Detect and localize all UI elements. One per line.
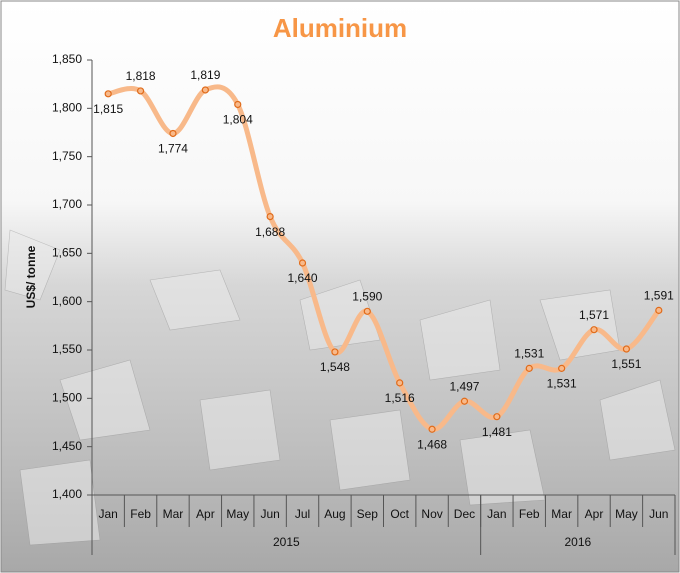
x-tick-label: Jun xyxy=(649,507,668,521)
data-label: 1,590 xyxy=(352,290,382,304)
x-tick-label: Dec xyxy=(454,507,475,521)
y-axis-label: US$/ tonne xyxy=(24,245,38,308)
x-tick-label: May xyxy=(615,507,638,521)
data-label: 1,551 xyxy=(611,357,641,371)
y-tick-label: 1,400 xyxy=(52,487,82,501)
y-tick-label: 1,600 xyxy=(52,294,82,308)
data-point xyxy=(331,348,339,356)
data-point xyxy=(622,345,631,353)
x-tick-label: Apr xyxy=(585,507,604,521)
y-tick-label: 1,800 xyxy=(52,101,82,115)
group-label: 2015 xyxy=(273,535,300,549)
data-label: 1,688 xyxy=(255,225,285,239)
data-label: 1,815 xyxy=(93,102,123,116)
x-tick-label: Mar xyxy=(551,507,572,521)
data-point xyxy=(493,413,501,421)
y-tick-label: 1,850 xyxy=(52,52,82,66)
data-point xyxy=(266,213,274,221)
group-label: 2016 xyxy=(564,535,591,549)
data-label: 1,548 xyxy=(320,360,350,374)
data-label: 1,516 xyxy=(385,391,415,405)
x-tick-label: May xyxy=(226,507,249,521)
data-label: 1,819 xyxy=(190,68,220,82)
data-label: 1,497 xyxy=(449,379,479,393)
data-point xyxy=(396,379,404,387)
data-point xyxy=(655,306,663,314)
x-tick-label: Feb xyxy=(519,507,540,521)
data-point xyxy=(525,364,533,372)
scrap-texture xyxy=(4,229,676,546)
x-tick-label: Jun xyxy=(260,507,279,521)
data-label: 1,774 xyxy=(158,142,188,156)
x-tick-label: Sep xyxy=(357,507,379,521)
x-tick-label: Jan xyxy=(99,507,118,521)
x-tick-label: Jan xyxy=(487,507,506,521)
data-label: 1,481 xyxy=(482,425,512,439)
y-tick-label: 1,750 xyxy=(52,149,82,163)
x-tick-label: Jul xyxy=(295,507,310,521)
x-tick-label: Oct xyxy=(390,507,409,521)
data-point xyxy=(234,100,242,109)
x-tick-label: Nov xyxy=(421,507,442,521)
chart-title: Aluminium xyxy=(273,13,407,43)
y-tick-label: 1,550 xyxy=(52,342,82,356)
data-point xyxy=(169,129,177,138)
data-point xyxy=(460,397,469,405)
y-tick-label: 1,650 xyxy=(52,246,82,260)
data-point xyxy=(201,86,209,94)
y-tick-label: 1,700 xyxy=(52,197,82,211)
data-label: 1,640 xyxy=(288,271,318,285)
data-point xyxy=(104,90,112,98)
y-tick-label: 1,500 xyxy=(52,391,82,405)
x-tick-label: Aug xyxy=(324,507,345,521)
data-label: 1,818 xyxy=(126,69,156,83)
x-tick-label: Mar xyxy=(163,507,184,521)
x-tick-label: Feb xyxy=(130,507,151,521)
data-point xyxy=(298,259,307,267)
data-point xyxy=(136,87,145,95)
data-point xyxy=(558,364,566,372)
data-label: 1,591 xyxy=(644,289,674,303)
data-point xyxy=(428,425,436,433)
data-label: 1,804 xyxy=(223,113,253,127)
data-label: 1,571 xyxy=(579,308,609,322)
x-tick-label: Apr xyxy=(196,507,215,521)
data-label: 1,531 xyxy=(514,347,544,361)
data-point xyxy=(363,307,371,315)
data-point xyxy=(590,326,598,334)
data-label: 1,468 xyxy=(417,437,447,451)
y-tick-label: 1,450 xyxy=(52,439,82,453)
data-label: 1,531 xyxy=(547,377,577,391)
